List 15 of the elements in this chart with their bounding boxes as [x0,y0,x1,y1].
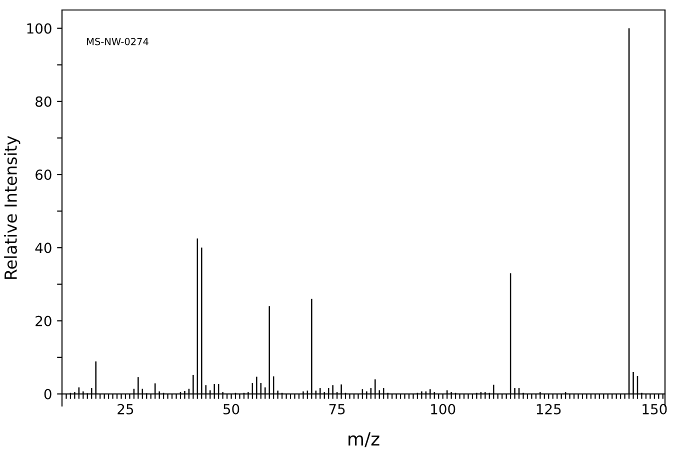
x-tick-label: 25 [118,404,134,414]
y-tick-label: 100 [27,23,52,34]
x-tick-label: 125 [536,404,561,414]
x-tick-label: 50 [224,404,240,414]
y-tick-label: 20 [36,316,52,326]
y-tick-label: 80 [36,96,52,107]
y-tick-label: 0 [44,388,52,400]
x-tick-label: 150 [642,404,667,414]
y-axis-title: Relative Intensity [4,136,20,279]
annotation: MS-NW-0274 [87,38,148,46]
x-axis-title: m/z [348,432,380,448]
y-tick-label: 60 [36,170,52,180]
y-tick-label: 40 [35,242,52,254]
x-tick-label: 75 [329,404,345,414]
x-tick-label: 100 [431,404,456,414]
